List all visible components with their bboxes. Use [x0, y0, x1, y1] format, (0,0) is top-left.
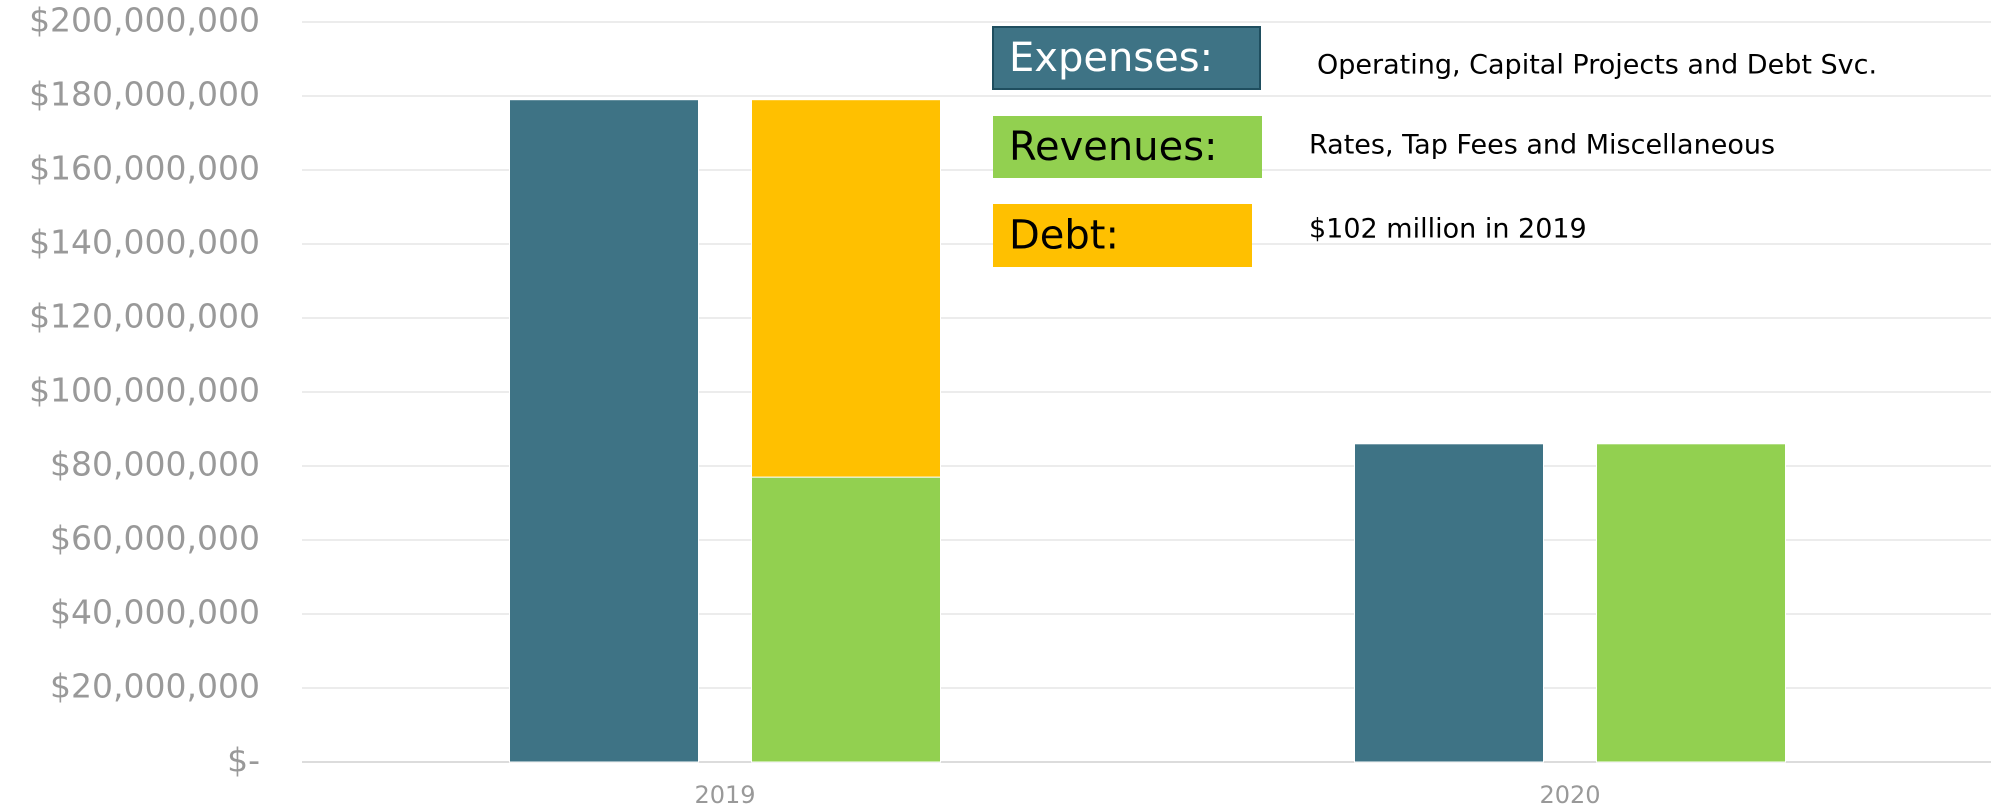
y-tick-label: $120,000,000 [29, 297, 260, 336]
y-tick-label: $160,000,000 [29, 149, 260, 188]
legend-swatch [992, 26, 1261, 90]
x-tick-label: 2020 [1539, 781, 1600, 809]
legend-swatch [993, 116, 1262, 178]
y-tick-label: $60,000,000 [50, 519, 260, 558]
y-tick-label: $140,000,000 [29, 223, 260, 262]
legend-swatch [993, 204, 1252, 267]
bar [751, 99, 941, 478]
bar [1596, 443, 1786, 763]
bar [509, 99, 699, 763]
legend-description: Rates, Tap Fees and Miscellaneous [1309, 130, 1775, 161]
y-tick-label: $100,000,000 [29, 371, 260, 410]
y-tick-label: $80,000,000 [50, 445, 260, 484]
legend-label: Debt: [1009, 213, 1119, 259]
legend-label: Expenses: [1009, 35, 1213, 81]
legend-description: $102 million in 2019 [1309, 214, 1587, 245]
x-tick-label: 2019 [694, 781, 755, 809]
y-tick-label: $180,000,000 [29, 75, 260, 114]
y-tick-label: $- [227, 741, 260, 780]
y-tick-label: $200,000,000 [29, 1, 260, 40]
bar [751, 476, 941, 763]
y-tick-label: $40,000,000 [50, 593, 260, 632]
legend-description: Operating, Capital Projects and Debt Svc… [1317, 50, 1877, 81]
y-tick-label: $20,000,000 [50, 667, 260, 706]
legend-label: Revenues: [1009, 124, 1218, 170]
bar [1354, 443, 1544, 763]
